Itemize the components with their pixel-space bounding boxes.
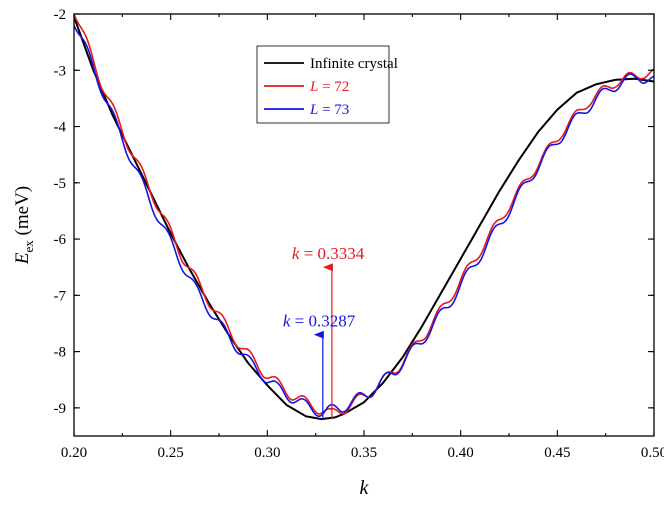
x-axis-label: k (360, 477, 370, 499)
annotations-layer: k = 0.3334 k = 0.3287 (283, 244, 365, 419)
legend-label-2: L = 73 (309, 102, 349, 118)
y-tick-label-5: -7 (54, 288, 67, 304)
x-tick-label-4: 0.40 (448, 445, 474, 461)
x-tick-label-3: 0.35 (351, 445, 377, 461)
legend-label-value-1: = 72 (318, 79, 349, 95)
annotation-label-value-1: = 0.3287 (290, 311, 355, 330)
x-tick-label-1: 0.25 (158, 445, 184, 461)
legend-label-var-1: L (309, 79, 318, 95)
annotation-label-0: k = 0.3334 (292, 244, 365, 263)
y-tick-label-2: -4 (54, 120, 67, 136)
y-tick-label-0: -2 (54, 7, 67, 23)
legend-label-var-2: L (309, 102, 318, 118)
y-tick-label-7: -9 (54, 401, 67, 417)
legend-label-1: L = 72 (309, 79, 349, 95)
x-tick-label-2: 0.30 (254, 445, 280, 461)
y-axis-label-subscript: ex (21, 240, 36, 253)
legend-label-0: Infinite crystal (310, 56, 398, 72)
y-axis-label-unit: (meV) (12, 186, 33, 240)
x-tick-label-6: 0.50 (641, 445, 664, 461)
x-tick-label-5: 0.45 (544, 445, 570, 461)
y-axis-label: Eex (meV) (12, 186, 36, 265)
x-tick-label-0: 0.20 (61, 445, 87, 461)
annotation-label-1: k = 0.3287 (283, 311, 356, 330)
annotation-label-value-0: = 0.3334 (299, 244, 364, 263)
y-tick-label-1: -3 (54, 63, 67, 79)
legend-label-value-2: = 73 (318, 102, 349, 118)
y-tick-label-3: -5 (54, 176, 67, 192)
y-axis-label-symbol: E (12, 252, 33, 265)
y-tick-label-4: -6 (54, 232, 67, 248)
y-tick-label-6: -8 (54, 345, 67, 361)
